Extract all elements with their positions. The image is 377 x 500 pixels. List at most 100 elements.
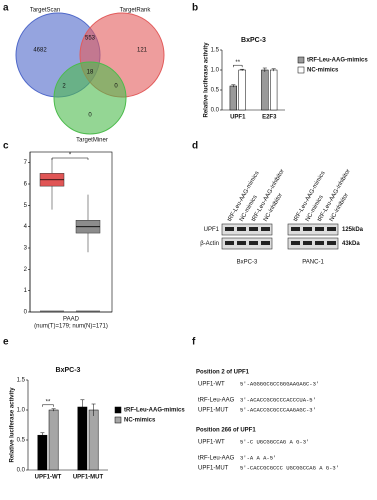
legend-label: tRF-Leu-AAG-mimics [124, 408, 185, 414]
legend-label: NC-mimics [307, 68, 339, 74]
region-count: 2 [62, 84, 66, 90]
significance-bracket [233, 64, 243, 68]
region-count: 0 [88, 113, 92, 119]
blot-frame [287, 223, 339, 236]
legend-swatch [114, 406, 122, 414]
error-bar [262, 67, 267, 72]
blot-bands [225, 227, 336, 245]
y-tick-label: 0.5 [211, 88, 220, 94]
sequence: 3'-A A A-5' [240, 454, 276, 461]
sequence-name: UPF1-MUT [198, 466, 229, 472]
legend-swatch [297, 66, 305, 74]
subtitle: (num(T)=179; num(N)=171) [34, 324, 108, 330]
significance: ** [46, 399, 51, 405]
error-bar [231, 84, 236, 88]
blot-frame [287, 237, 339, 250]
x-tick-label: E2F3 [262, 115, 277, 121]
bar [88, 409, 99, 471]
region-count: 18 [87, 70, 94, 76]
y-tick-label: 2 [24, 267, 28, 273]
set-label: TargetScan [30, 8, 60, 14]
panel-label: f [192, 337, 196, 348]
chart-title: BxPC-3 [56, 367, 81, 374]
bar [270, 69, 278, 111]
significance: * [69, 153, 72, 159]
panel-label: d [192, 141, 198, 152]
cell-line: BxPC-3 [237, 260, 258, 266]
error-bar [91, 403, 96, 416]
y-tick-label: 6 [24, 182, 28, 188]
chart-title: BxPC-3 [241, 37, 266, 44]
error-bar [40, 432, 45, 438]
bar [238, 69, 246, 111]
row-label: UPF1 [204, 227, 220, 233]
y-tick-label: 3 [24, 246, 28, 252]
significance-bracket [51, 157, 89, 160]
sequence: 3'-ACACCGCGCCCACCCUA-5' [240, 396, 316, 403]
sequence-name: UPF1-MUT [198, 408, 229, 414]
region-count: 553 [85, 36, 96, 42]
y-tick-label: 1 [24, 288, 28, 294]
y-tick-label: 1.0 [211, 68, 220, 74]
panel-label: c [3, 141, 9, 152]
significance-bracket [42, 404, 54, 407]
legend-swatch [297, 56, 305, 64]
bar [77, 406, 88, 471]
size-label: 43kDa [342, 241, 360, 247]
y-tick-label: 1.0 [17, 408, 26, 414]
panel-label: b [192, 3, 198, 14]
x-tick-label: UPF1 [230, 115, 246, 121]
sequence-name: UPF1-WT [198, 440, 225, 446]
error-bar [271, 68, 276, 72]
region-count: 0 [114, 84, 118, 90]
panel-label: a [3, 3, 9, 14]
sequence-title: Position 2 of UPF1 [196, 370, 250, 376]
sequence-name: UPF1-WT [198, 382, 225, 388]
y-tick-label: 0 [24, 310, 28, 316]
sequence: 5'-CACCGCGCCC UGCGGCCAG A G-3' [240, 464, 339, 471]
row-label: β-Actin [200, 241, 219, 247]
set-label: TargetRank [120, 8, 152, 14]
x-axis-label: PAAD [63, 317, 80, 323]
y-tick-label: 0.5 [17, 438, 26, 444]
y-tick-label: 0.0 [17, 468, 26, 474]
venn-set [53, 61, 127, 135]
y-tick-label: 4 [24, 224, 28, 230]
y-axis-label: Relative luciferase activity [10, 387, 16, 463]
bar [48, 409, 59, 471]
legend-swatch [114, 416, 122, 424]
sequence: 5'-ACACCGCGCCCAAGAGC-3' [240, 406, 316, 413]
size-label: 125kDa [342, 227, 364, 233]
region-count: 4682 [33, 48, 47, 54]
sequence-name: tRF-Leu-AAG [198, 398, 235, 404]
error-bar [240, 68, 245, 71]
significance: ** [235, 60, 240, 66]
y-tick-label: 7 [24, 160, 28, 166]
legend-label: NC-mimics [124, 418, 156, 424]
error-bar [80, 399, 85, 415]
set-label: TargetMiner [76, 138, 108, 144]
sequence: 5'-AGGGGCGCCGGGAAGAGC-3' [240, 380, 319, 387]
y-tick-label: 1.5 [17, 378, 26, 384]
error-bar [51, 408, 56, 412]
legend-label: tRF-Leu-AAG-mimics [307, 58, 368, 64]
sequence: 5'-C UGCGGCCAG A G-3' [240, 438, 309, 445]
y-tick-label: 5 [24, 203, 28, 209]
bar [261, 69, 269, 111]
sequence-title: Position 266 of UPF1 [196, 428, 256, 434]
sequence-name: tRF-Leu-AAG [198, 456, 235, 462]
bar [229, 85, 237, 111]
panel-label: e [3, 337, 9, 348]
y-tick-label: 0.0 [211, 108, 220, 114]
x-tick-label: UPF1-WT [35, 475, 62, 481]
blot-frame [221, 237, 273, 250]
y-tick-label: 1.5 [211, 48, 220, 54]
blot-frame [221, 223, 273, 236]
y-axis-label: Relative luciferase activity [204, 42, 210, 118]
plot-frame [29, 151, 113, 313]
cell-line: PANC-1 [302, 260, 324, 266]
x-tick-label: UPF1-MUT [73, 475, 104, 481]
bar [37, 434, 48, 471]
